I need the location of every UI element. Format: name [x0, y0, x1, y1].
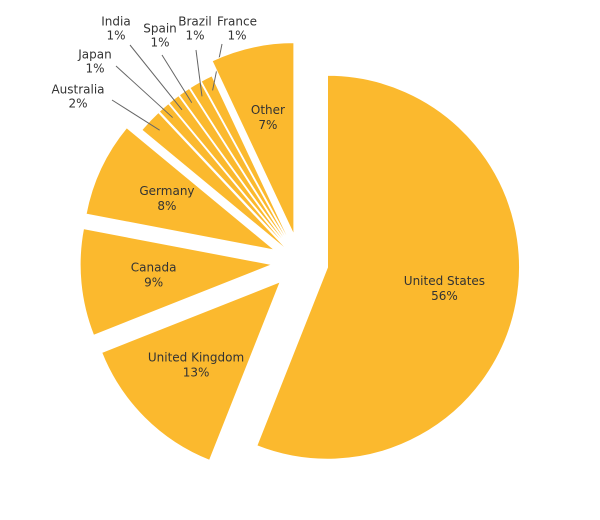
slice-value-label: 56% — [431, 289, 458, 303]
slice-label: India — [101, 15, 130, 29]
slice-label: Brazil — [178, 15, 212, 29]
slice-value-label: 8% — [157, 199, 176, 213]
leader-line — [115, 65, 173, 118]
pie-slice — [85, 126, 275, 251]
leader-line — [111, 99, 160, 131]
leader-line — [129, 44, 183, 111]
slice-value-label: 1% — [85, 62, 104, 76]
pie-slice — [178, 87, 293, 251]
slice-value-label: 1% — [150, 36, 169, 50]
pie-slice — [211, 42, 295, 235]
pie-slice — [200, 75, 295, 250]
slice-label: Japan — [77, 48, 111, 62]
pie-slice — [79, 228, 274, 336]
slice-label: Spain — [143, 22, 177, 36]
slice-value-label: 9% — [144, 275, 163, 289]
leader-line — [195, 49, 203, 97]
slice-label: Canada — [131, 260, 177, 274]
slice-label: Germany — [139, 184, 194, 198]
slice-value-label: 1% — [106, 29, 125, 43]
slice-value-label: 1% — [185, 29, 204, 43]
slice-label: Other — [251, 103, 285, 117]
pie-slice — [101, 280, 282, 461]
slice-value-label: 2% — [68, 97, 87, 111]
slice-label: Australia — [51, 83, 104, 97]
slice-label: United Kingdom — [148, 350, 244, 364]
pie-slice — [256, 74, 520, 460]
slice-label: France — [217, 15, 257, 29]
slice-value-label: 7% — [258, 118, 277, 132]
slice-label: United States — [404, 274, 485, 288]
pie-slice — [141, 111, 291, 253]
leader-line — [161, 54, 193, 104]
slice-value-label: 13% — [183, 365, 210, 379]
pie-slice — [158, 102, 292, 252]
slice-value-label: 1% — [227, 29, 246, 43]
